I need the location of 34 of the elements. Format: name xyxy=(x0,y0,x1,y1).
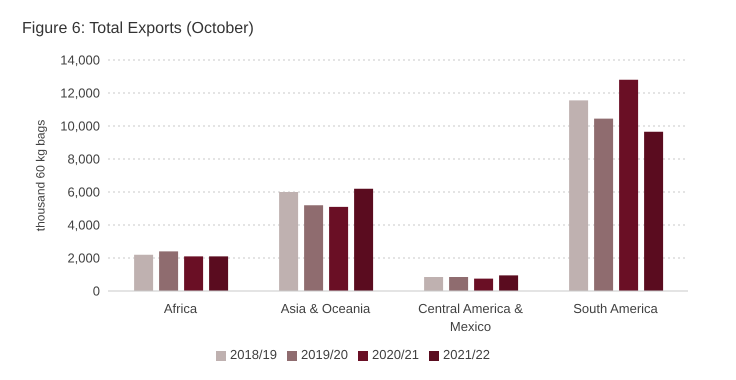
y-tick-label: 12,000 xyxy=(60,86,100,101)
bar xyxy=(594,118,614,291)
bar xyxy=(619,80,638,291)
bar xyxy=(209,256,228,291)
bar xyxy=(354,188,374,291)
x-tick-label: Africa xyxy=(164,301,198,316)
y-tick-label: 14,000 xyxy=(60,52,100,68)
bar xyxy=(329,206,348,291)
bar xyxy=(474,278,494,291)
legend-label: 2020/21 xyxy=(372,347,419,362)
x-tick-label: South America xyxy=(573,301,659,316)
bar xyxy=(424,276,444,291)
bar xyxy=(184,256,204,291)
bar xyxy=(159,251,178,291)
bar xyxy=(134,254,154,291)
bar xyxy=(569,100,588,291)
y-tick-label: 10,000 xyxy=(60,118,100,134)
y-axis-title: thousand 60 kg bags xyxy=(33,120,48,232)
bar xyxy=(499,275,518,291)
y-tick-label: 8,000 xyxy=(67,152,100,167)
legend-label: 2018/19 xyxy=(230,347,277,362)
x-tick-label: Central America & Mexico xyxy=(418,301,524,334)
y-tick-label: 6,000 xyxy=(67,184,100,200)
bar xyxy=(449,276,468,291)
y-tick-label: 0 xyxy=(92,284,100,299)
legend-label: 2021/22 xyxy=(443,347,490,362)
x-tick-label: Asia & Oceania xyxy=(280,301,372,316)
y-tick-label: 4,000 xyxy=(67,218,100,233)
bar xyxy=(304,205,324,291)
y-tick-label: 2,000 xyxy=(67,250,100,266)
legend-label: 2019/20 xyxy=(301,347,348,362)
bar xyxy=(644,132,664,291)
chart-title: Figure 6: Total Exports (October) xyxy=(22,20,254,38)
bar xyxy=(279,192,298,291)
